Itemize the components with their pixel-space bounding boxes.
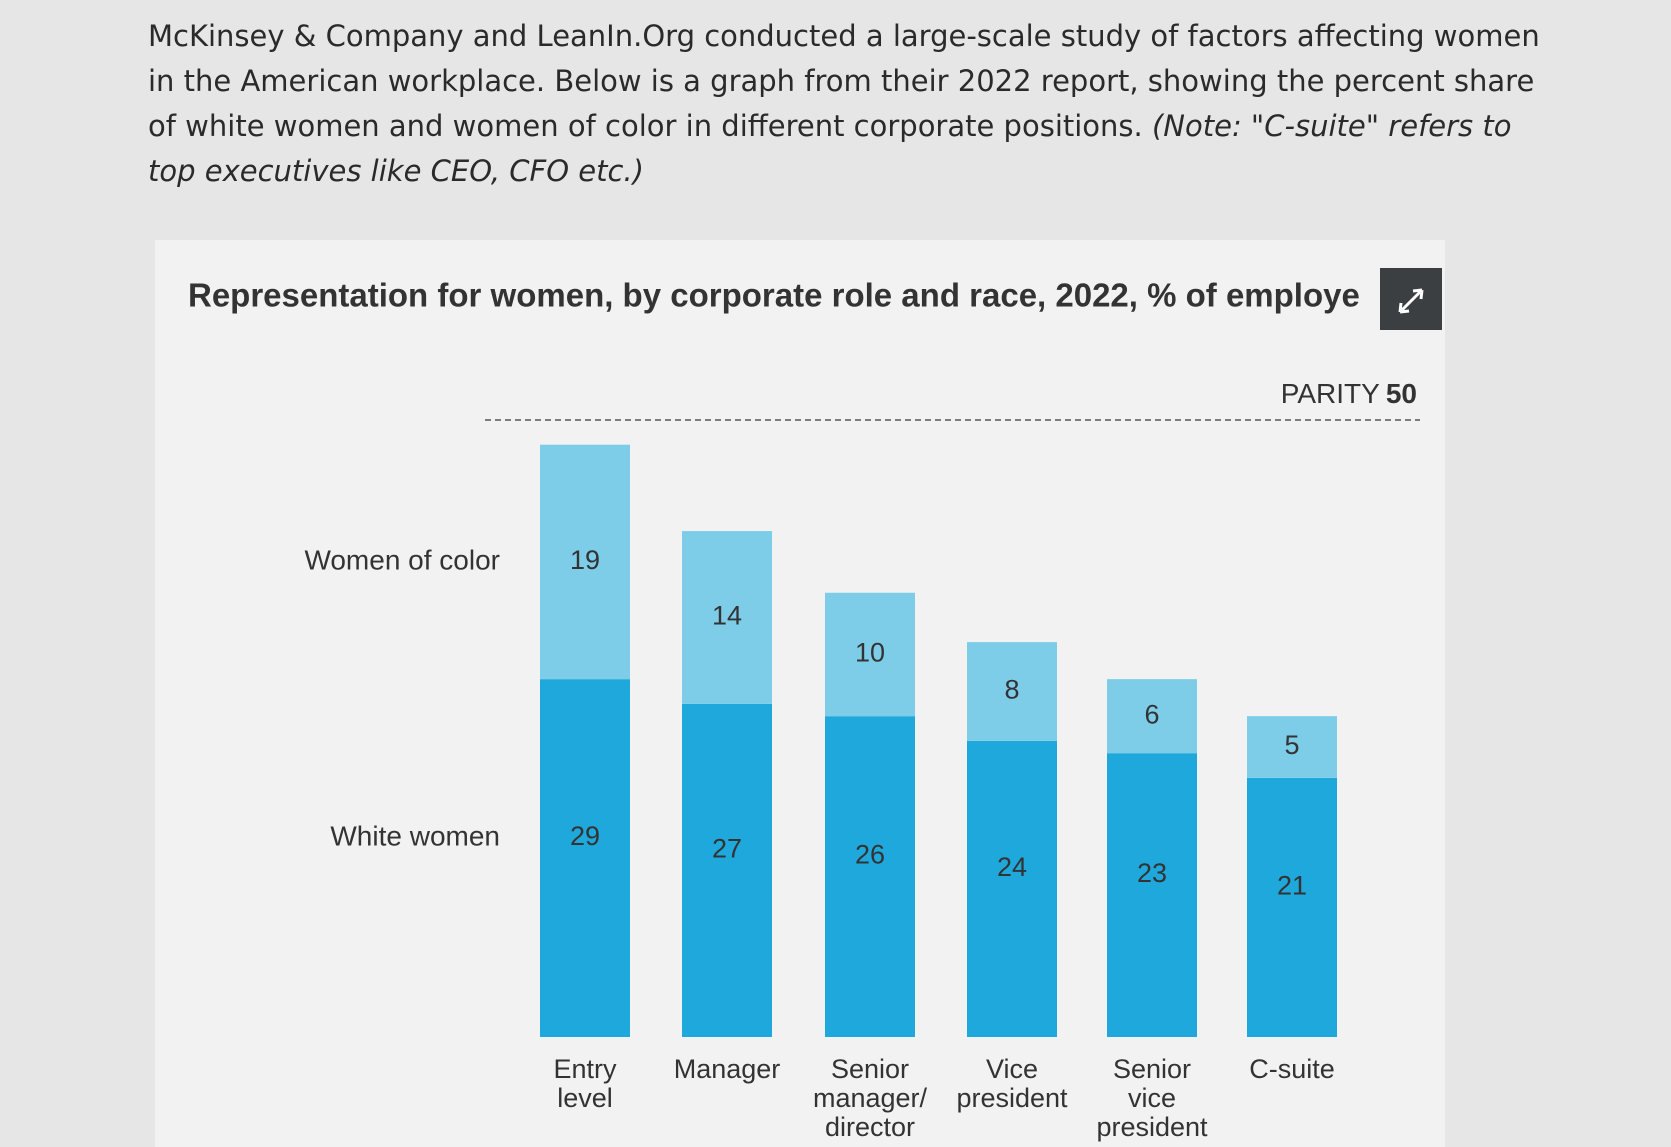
value-label: 10 bbox=[855, 638, 885, 668]
category-label: Senior vice president bbox=[1096, 1054, 1208, 1142]
chart-title: Representation for women, by corporate r… bbox=[188, 277, 1360, 314]
parity-value: 50 bbox=[1386, 378, 1417, 409]
value-label: 8 bbox=[1004, 675, 1019, 705]
bar-segment bbox=[1107, 679, 1197, 754]
expand-icon bbox=[1398, 288, 1424, 314]
intro-text: McKinsey & Company and LeanIn.Org conduc… bbox=[148, 19, 1540, 143]
value-label: 29 bbox=[570, 821, 600, 851]
bar-segment bbox=[540, 679, 630, 1037]
intro: McKinsey & Company and LeanIn.Org conduc… bbox=[148, 14, 1548, 194]
category-label: Entry level bbox=[553, 1054, 617, 1113]
legend-label: White women bbox=[330, 820, 500, 851]
intro-note: (Note: "C-suite" refers to top executive… bbox=[148, 109, 1512, 188]
value-label: 5 bbox=[1284, 730, 1299, 760]
bar-segment bbox=[1247, 716, 1337, 778]
value-label: 6 bbox=[1144, 699, 1159, 729]
value-label: 19 bbox=[570, 545, 600, 575]
category-label: Vice president bbox=[956, 1054, 1068, 1113]
bar-segment bbox=[1247, 777, 1337, 1037]
bar-segment bbox=[540, 444, 630, 680]
value-label: 26 bbox=[855, 840, 885, 870]
bar-segment bbox=[682, 703, 772, 1037]
chart-card bbox=[155, 240, 1445, 1147]
bar-segment bbox=[967, 642, 1057, 741]
parity-label: PARITY 50 bbox=[1281, 378, 1417, 409]
category-label: C-suite bbox=[1249, 1054, 1335, 1084]
bar-segment bbox=[682, 531, 772, 704]
value-label: 21 bbox=[1277, 871, 1307, 901]
category-label: Manager bbox=[673, 1054, 781, 1084]
value-label: 27 bbox=[712, 834, 742, 864]
legend-label: Women of color bbox=[304, 544, 500, 575]
bar-segment bbox=[967, 740, 1057, 1037]
value-label: 24 bbox=[997, 852, 1027, 882]
value-label: 23 bbox=[1137, 858, 1167, 888]
value-label: 14 bbox=[712, 601, 742, 631]
bar-segment bbox=[825, 716, 915, 1037]
category-label: Senior manager/ director bbox=[812, 1054, 928, 1142]
bar-segment bbox=[1107, 753, 1197, 1037]
parity-text: PARITY bbox=[1281, 378, 1380, 409]
bar-segment bbox=[825, 592, 915, 717]
